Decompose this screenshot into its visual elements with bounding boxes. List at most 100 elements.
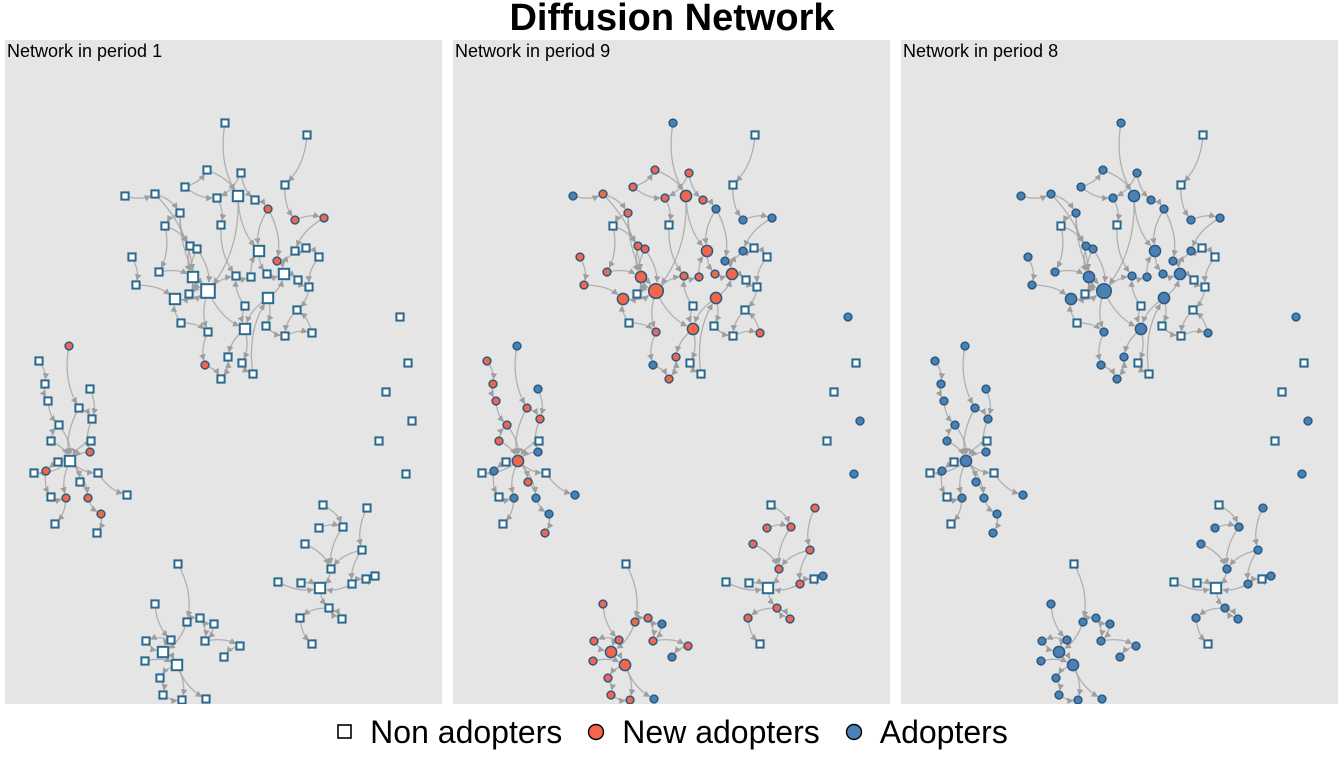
adopter-node <box>1142 272 1152 282</box>
nodes <box>925 118 1313 704</box>
adopter-node <box>1091 613 1101 623</box>
non-adopter-node <box>374 436 384 446</box>
adopter-node <box>1157 291 1171 305</box>
non-adopter-node <box>250 195 260 205</box>
adopter-node <box>1119 352 1129 362</box>
adopter-node <box>1127 189 1141 203</box>
non-adopter-node <box>688 301 698 311</box>
edge <box>1191 217 1221 247</box>
non-adopter-node <box>1299 358 1309 368</box>
new-adopter-node <box>522 403 532 413</box>
new-adopter-node <box>511 454 525 468</box>
non-adopter-node <box>127 252 137 262</box>
edge <box>804 507 816 546</box>
new-adopter-node <box>786 522 796 532</box>
new-adopter-node <box>488 379 498 389</box>
new-adopter-node <box>694 272 704 282</box>
non-adopter-node <box>141 636 151 646</box>
non-adopter-node <box>237 358 247 368</box>
edge <box>1073 563 1089 618</box>
edge <box>608 225 616 269</box>
non-adopter-node <box>362 503 372 513</box>
adopter-node <box>1253 545 1263 555</box>
new-adopter-node <box>598 189 608 199</box>
new-adopter-node <box>540 528 550 538</box>
non-adopter-node <box>313 581 327 595</box>
new-adopter-node <box>628 182 638 192</box>
adopter-node <box>668 118 678 128</box>
non-adopter-node <box>337 614 347 624</box>
edge <box>602 603 617 637</box>
adopter-node <box>648 360 658 370</box>
edge <box>625 563 641 618</box>
non-adopter-node <box>809 574 819 584</box>
new-adopter-node <box>272 256 282 266</box>
non-adopter-node <box>942 492 952 502</box>
non-adopter-node <box>290 246 300 256</box>
non-adopter-node <box>40 379 50 389</box>
edge <box>752 543 778 566</box>
non-adopter-node <box>664 220 674 230</box>
non-adopter-node <box>63 454 77 468</box>
non-adopter-node <box>186 270 200 284</box>
edge <box>960 407 976 455</box>
new-adopter-node <box>41 466 51 476</box>
non-adopter-node <box>155 673 165 683</box>
adopter-node <box>1051 673 1061 683</box>
adopter-node <box>1016 191 1026 201</box>
non-adopter-node <box>182 617 192 627</box>
non-adopter-node <box>176 318 186 328</box>
non-adopter-node <box>534 436 544 446</box>
adopter-node <box>981 384 991 394</box>
non-adopter-node <box>261 321 271 331</box>
new-adopter-node <box>494 436 504 446</box>
non-adopter-node <box>246 272 256 282</box>
non-adopter-node <box>624 318 634 328</box>
non-adopter-node <box>293 275 303 285</box>
non-adopter-node <box>235 641 245 651</box>
non-adopter-node <box>407 416 417 426</box>
non-adopter-node <box>216 220 226 230</box>
new-adopter-node <box>602 267 612 277</box>
circle-icon <box>845 723 862 741</box>
non-adopter-node <box>721 577 731 587</box>
new-adopter-node <box>319 213 329 223</box>
non-adopter-node <box>1270 436 1280 446</box>
adopter-node <box>939 396 949 406</box>
new-adopter-node <box>684 168 694 178</box>
adopter-node <box>767 213 777 223</box>
adopter-node <box>1023 252 1033 262</box>
non-adopter-node <box>1210 252 1220 262</box>
non-adopter-node <box>170 658 184 672</box>
edge <box>698 303 713 375</box>
edge <box>250 303 265 375</box>
non-adopter-node <box>75 477 85 487</box>
non-adopter-node <box>1209 581 1223 595</box>
non-adopter-node <box>1169 577 1179 587</box>
new-adopter-node <box>709 291 723 305</box>
adopter-node <box>570 490 580 500</box>
adopter-node <box>1036 656 1046 666</box>
edge <box>1183 134 1204 182</box>
non-adopter-node <box>1200 282 1210 292</box>
non-adopter-node <box>1203 639 1213 649</box>
non-adopter-node <box>184 289 194 299</box>
non-adopter-node <box>304 282 314 292</box>
non-adopter-node <box>46 436 56 446</box>
square-icon <box>337 724 352 739</box>
new-adopter-node <box>686 322 700 336</box>
edge <box>1050 603 1065 637</box>
new-adopter-node <box>660 193 670 203</box>
new-adopter-node <box>795 579 805 589</box>
non-adopter-node <box>829 387 839 397</box>
non-adopter-node <box>357 545 367 555</box>
adopter-node <box>1158 269 1168 279</box>
adopter-node <box>1134 322 1148 336</box>
non-adopter-node <box>92 528 102 538</box>
non-adopter-node <box>709 321 719 331</box>
adopter-node <box>936 379 946 389</box>
network-graph <box>925 118 1313 704</box>
edge <box>514 345 526 405</box>
new-adopter-node <box>606 690 616 700</box>
edge <box>715 208 731 257</box>
